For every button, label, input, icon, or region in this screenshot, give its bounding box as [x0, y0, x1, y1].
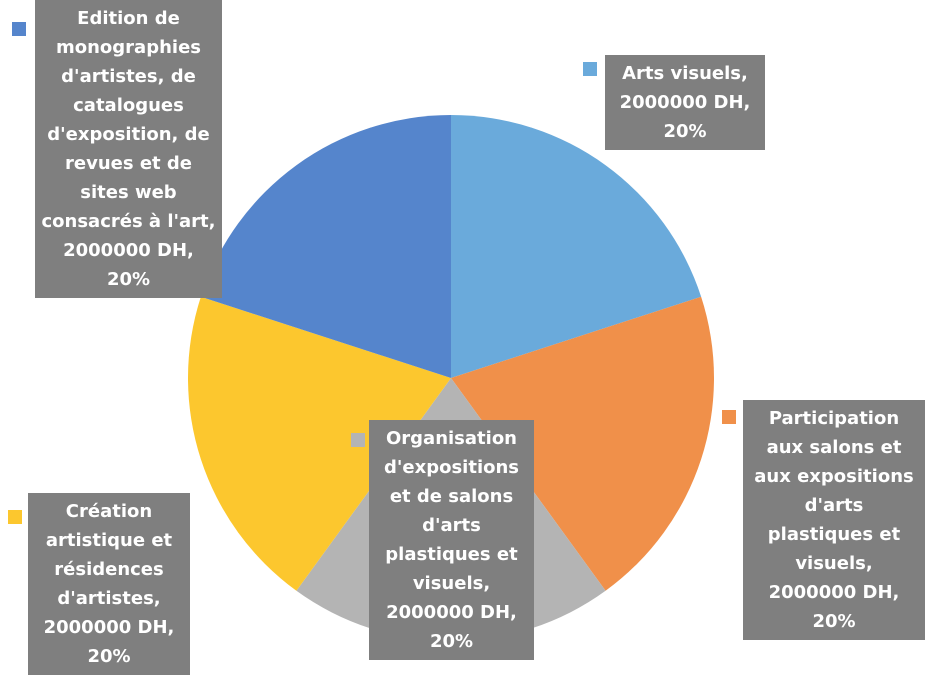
legend-key — [722, 410, 736, 424]
data-label: Création artistique et résidences d'arti… — [28, 493, 190, 675]
legend-key — [351, 433, 365, 447]
pie-slice — [451, 296, 714, 591]
pie-slice — [200, 114, 451, 378]
legend-key — [12, 22, 26, 36]
pie-slice — [188, 296, 451, 591]
legend-key — [8, 510, 22, 524]
data-label: Arts visuels, 2000000 DH, 20% — [605, 55, 765, 150]
data-label: Participation aux salons et aux expositi… — [743, 400, 925, 640]
data-label: Organisation d'expositions et de salons … — [369, 420, 534, 660]
legend-key — [583, 62, 597, 76]
pie-slice — [451, 115, 702, 378]
data-label: Edition de monographies d'artistes, de c… — [35, 0, 222, 298]
